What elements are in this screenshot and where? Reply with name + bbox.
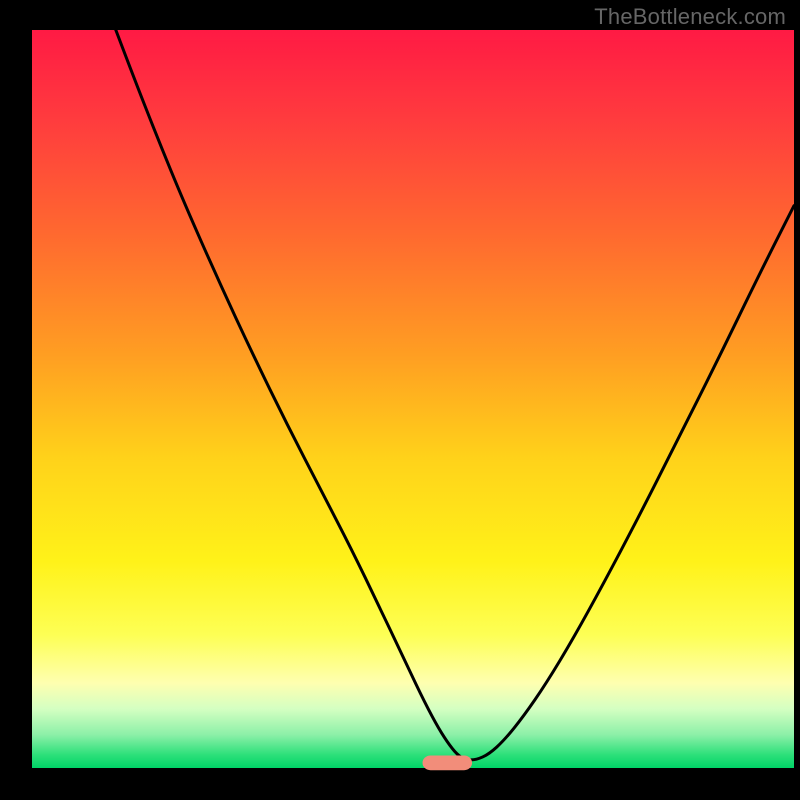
plot-area — [32, 30, 794, 768]
attribution-label: TheBottleneck.com — [594, 4, 786, 30]
sweet-spot-marker — [423, 755, 473, 770]
bottleneck-chart-svg — [0, 0, 800, 800]
chart-canvas: TheBottleneck.com — [0, 0, 800, 800]
